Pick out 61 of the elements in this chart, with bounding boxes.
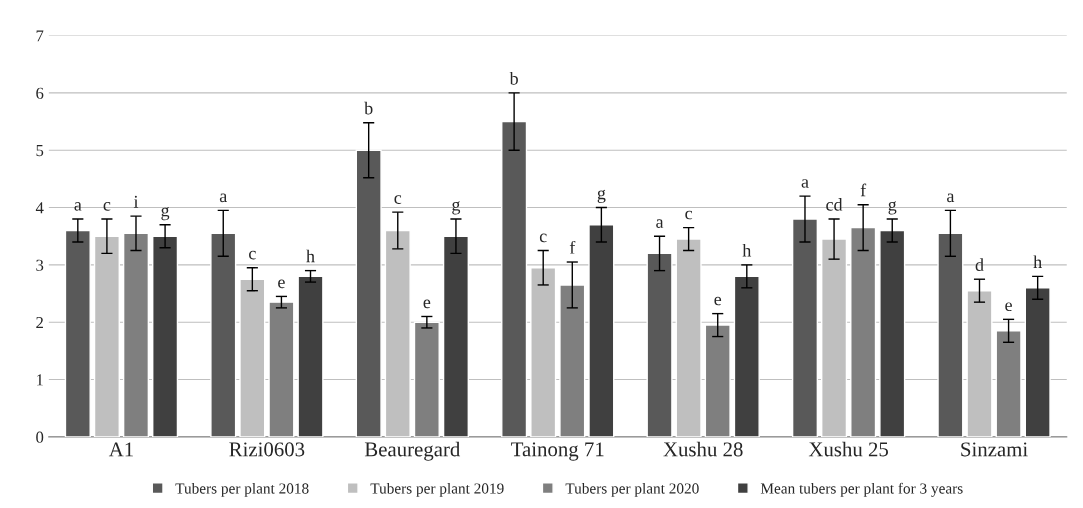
y-tick-label: 6 — [36, 87, 44, 99]
data-label: cd — [826, 198, 843, 211]
y-tick-label: 2 — [36, 316, 43, 328]
data-label: c — [685, 210, 693, 220]
bar — [791, 218, 819, 437]
data-label: d — [975, 258, 984, 271]
bar — [879, 229, 906, 437]
data-label: e — [278, 279, 285, 289]
y-tick-label: 3 — [36, 259, 44, 271]
y-tick-label: 0 — [36, 431, 44, 443]
data-label: g — [888, 201, 897, 215]
data-label: c — [394, 195, 402, 204]
data-label: f — [860, 183, 867, 197]
x-tick-label: Beauregard — [364, 441, 461, 461]
data-label: h — [306, 249, 315, 263]
data-label: b — [509, 71, 518, 85]
bar — [646, 252, 673, 437]
data-label: e — [1005, 302, 1012, 312]
y-tick-label: 1 — [37, 374, 43, 386]
data-label: g — [161, 207, 170, 221]
bar — [64, 229, 91, 437]
x-tick-label: Xushu 28 — [663, 441, 743, 457]
legend-label: Tubers per plant 2018 — [175, 482, 309, 497]
data-label: a — [947, 193, 955, 203]
data-label: g — [452, 201, 461, 215]
data-label: a — [656, 219, 664, 228]
bar — [210, 232, 237, 437]
data-label: b — [364, 101, 373, 115]
bar — [937, 232, 964, 437]
x-tick-label: A1 — [108, 442, 133, 457]
data-label: a — [219, 193, 228, 203]
y-tick-label: 4 — [35, 202, 44, 214]
bar — [442, 235, 469, 437]
data-label: a — [74, 202, 82, 211]
legend-label: Mean tubers per plant for 3 years — [760, 482, 963, 497]
bar — [297, 275, 324, 437]
data-label: g — [597, 189, 606, 203]
data-label: h — [1033, 255, 1042, 268]
data-label: a — [801, 179, 809, 188]
bar — [1024, 287, 1051, 437]
x-tick-label: Xushu 25 — [808, 441, 889, 457]
legend-label: Tubers per plant 2019 — [370, 482, 504, 497]
bar — [588, 224, 615, 437]
bar — [733, 275, 760, 437]
x-tick-label: Tainong 71 — [511, 442, 604, 461]
data-label: e — [423, 299, 431, 309]
x-tick-label: Rizi0603 — [229, 442, 305, 457]
data-label: c — [539, 233, 547, 243]
y-tick-label: 5 — [36, 145, 44, 157]
legend-label: Tubers per plant 2020 — [565, 482, 699, 497]
bar — [355, 149, 382, 437]
y-tick-label: 7 — [36, 30, 44, 42]
data-label: c — [103, 202, 111, 211]
bar — [152, 235, 179, 437]
data-label: e — [714, 296, 722, 306]
data-label: h — [742, 243, 752, 257]
bar — [501, 120, 528, 437]
data-label: f — [569, 240, 576, 254]
data-label: c — [249, 250, 256, 260]
x-tick-label: Sinzami — [961, 442, 1028, 457]
data-label: i — [133, 195, 139, 208]
